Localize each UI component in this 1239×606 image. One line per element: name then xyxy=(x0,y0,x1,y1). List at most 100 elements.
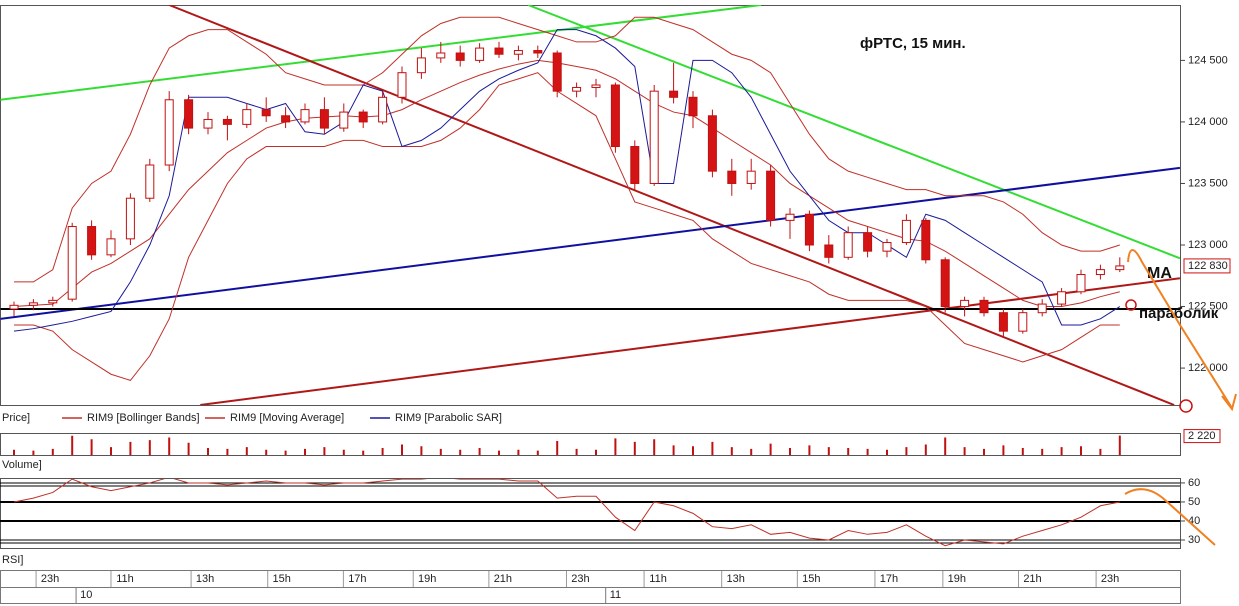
volume-bar xyxy=(827,447,830,455)
candle-body xyxy=(707,115,717,172)
volume-bar xyxy=(323,447,326,455)
volume-bar xyxy=(924,444,927,455)
volume-bar xyxy=(769,443,772,455)
x-tick-label: 11h xyxy=(116,573,134,585)
price-label: 122 830 xyxy=(1188,260,1228,272)
y-tick-label: 123 000 xyxy=(1188,239,1228,251)
volume-bar xyxy=(51,448,54,455)
x-tick-label: 15h xyxy=(273,573,291,585)
candle-body xyxy=(145,164,155,199)
price-plot xyxy=(0,5,1180,405)
y-tick-label: 124 500 xyxy=(1188,54,1228,66)
y-tick-label: 60 xyxy=(1188,477,1200,489)
candle-body xyxy=(940,259,950,308)
volume-bar xyxy=(498,450,500,455)
volume-bar xyxy=(265,449,268,455)
day-axis xyxy=(0,587,1181,604)
x-tick-label: 23h xyxy=(41,573,59,585)
volume-bar xyxy=(32,450,35,455)
legend-label: RIM9 [Moving Average] xyxy=(230,412,344,424)
volume-bar xyxy=(983,448,985,455)
candle-body xyxy=(785,213,795,221)
y-tick-label: 122 500 xyxy=(1188,300,1228,312)
volume-bar xyxy=(789,448,791,455)
legend-label: RIM9 [Bollinger Bands] xyxy=(87,412,200,424)
candle-body xyxy=(475,47,485,61)
volume-bar xyxy=(672,445,675,455)
candle-body xyxy=(222,118,232,125)
volume-bar xyxy=(750,448,753,455)
volume-bar xyxy=(148,440,151,455)
volume-bar xyxy=(168,437,171,455)
candle-body xyxy=(184,99,194,129)
trend-line xyxy=(200,277,1180,405)
rsi-plot xyxy=(0,479,1180,547)
volume-bar xyxy=(13,449,15,455)
candle-body xyxy=(397,72,407,98)
volume-bar xyxy=(595,449,597,455)
volume-bar xyxy=(517,449,520,455)
panel-label: Volume] xyxy=(2,459,42,471)
volume-bar xyxy=(71,435,74,455)
volume-bar xyxy=(342,449,345,455)
y-tick-label: 123 500 xyxy=(1188,177,1228,189)
trend-line xyxy=(0,166,1180,320)
legend-label: RIM9 [Parabolic SAR] xyxy=(395,412,502,424)
candle-body xyxy=(1057,291,1067,305)
candle-body xyxy=(261,109,271,117)
drawn-arrows xyxy=(1124,249,1237,546)
candle-body xyxy=(979,299,989,314)
rsi-panel xyxy=(0,478,1181,549)
legend: RIM9 [Bollinger Bands] RIM9 [Moving Avera… xyxy=(62,412,502,424)
candle-body xyxy=(688,96,698,117)
volume-bar xyxy=(187,442,190,455)
candle-body xyxy=(804,213,814,246)
x-tick-label: 11h xyxy=(649,573,667,585)
volume-bar xyxy=(886,449,888,455)
candle-body xyxy=(630,146,640,184)
candle-body xyxy=(1018,312,1028,332)
candle-body xyxy=(125,197,135,240)
volume-bar xyxy=(1002,445,1005,455)
candle-body xyxy=(901,219,911,244)
x-tick-label: 17h xyxy=(880,573,898,585)
trend-line xyxy=(527,5,1180,260)
volume-bar xyxy=(129,441,132,455)
rsi-line xyxy=(13,479,1120,547)
x-tick-label: 19h xyxy=(418,573,436,585)
volume-bar xyxy=(1060,447,1063,455)
volume-panel xyxy=(0,433,1181,456)
volume-bar xyxy=(536,450,539,455)
candle-body xyxy=(436,52,446,59)
volume-bar xyxy=(730,447,733,455)
x-tick-label: 13h xyxy=(727,573,745,585)
volume-bar xyxy=(459,449,462,455)
candle-body xyxy=(358,111,368,123)
volume-bar xyxy=(362,450,365,455)
candle-body xyxy=(766,170,776,221)
volume-bar xyxy=(1080,446,1082,455)
x-tick-label: 19h xyxy=(948,573,966,585)
candle-body xyxy=(242,109,252,125)
volume-bar xyxy=(478,448,481,455)
x-tick-label: 15h xyxy=(802,573,820,585)
volume-bar xyxy=(245,447,248,455)
candle-body xyxy=(727,170,737,184)
candle-body xyxy=(28,302,38,306)
parabolic-sar xyxy=(13,29,1121,332)
trend-line xyxy=(168,5,1175,405)
candle-body xyxy=(378,96,388,123)
arrow xyxy=(1127,249,1233,409)
candle-body xyxy=(572,86,582,92)
candle-body xyxy=(998,312,1008,332)
volume-bar xyxy=(575,448,578,455)
y-tick-label: 30 xyxy=(1188,534,1200,546)
volume-label: 2 220 xyxy=(1188,430,1216,442)
candle-body xyxy=(649,90,659,184)
volume-bar xyxy=(420,446,423,455)
candle-body xyxy=(416,57,426,74)
x-tick-label: 17h xyxy=(348,573,366,585)
candle-body xyxy=(960,299,970,308)
volume-bar xyxy=(1099,448,1102,455)
chart-title: фРТС, 15 мин. xyxy=(860,35,966,52)
